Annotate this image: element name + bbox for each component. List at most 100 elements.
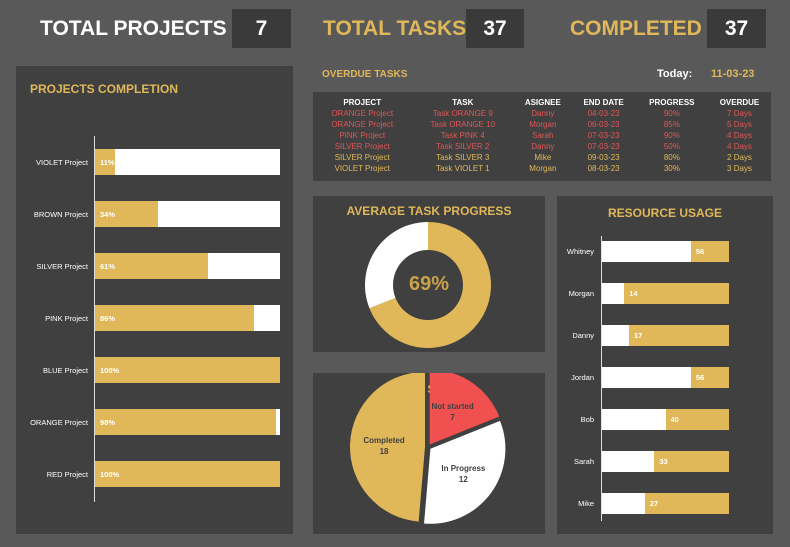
avg-progress-title: AVERAGE TASK PROGRESS [346,204,512,218]
table-cell: Task SILVER 3 [436,153,490,162]
project-bar-track: 34% [95,201,280,227]
table-cell: 04-03-23 [587,109,620,118]
table-cell: 4 Days [727,131,752,140]
resource-bar-track: 27 [602,493,729,514]
project-bar-label: 86% [100,314,116,323]
column-header: END DATE [583,98,624,107]
pie-slice-label: In Progress 12 [428,463,498,485]
table-cell: ORANGE Project [331,120,394,129]
project-bar [95,357,280,383]
table-cell: 30% [663,164,680,173]
table-cell: Task SILVER 2 [436,142,490,151]
today-label: Today: [657,68,693,80]
project-label: BLUE Project [42,366,88,375]
table-cell: Task ORANGE 9 [432,109,493,118]
pie-slice [424,420,506,524]
table-cell: PINK Project [339,131,386,140]
project-bar [95,253,208,279]
slice-value: 12 [458,475,468,485]
table-cell: VIOLET Project [334,164,390,173]
project-bar [95,305,255,331]
project-bar-track: 100% [95,461,280,487]
table-cell: 2 Days [727,153,752,162]
table-cell: 07-03-23 [587,131,620,140]
project-bar [95,149,116,175]
project-bar [95,201,158,227]
resource-usage-panel: RESOURCE USAGE Whitney 56 Morgan 14 Danny 17 J… [557,196,773,534]
pie-slice [350,373,426,522]
table-row: PINK Project Task PINK 4 Sarah 07-03-23 90% 4… [313,130,771,141]
table-row: SILVER Project Task SILVER 2 Danny 07-03-23… [313,141,771,152]
table-row: VIOLET Project Task VIOLET 1 Morgan 08-03-2… [313,163,771,174]
resource-label: Whitney [566,247,594,256]
table-cell: 50% [663,142,680,151]
resource-bar-track: 33 [602,451,729,472]
slice-name: Completed [363,436,405,446]
table-cell: Danny [531,142,555,151]
column-header: OVERDUE [719,98,760,107]
column-header: TASK [452,98,474,107]
slice-name: In Progress [441,464,486,474]
project-bar-track: 100% [95,357,280,383]
project-bar-label: 61% [100,262,116,271]
tasks-status-pie [350,373,506,524]
resource-label: Morgan [568,289,594,298]
table-cell: SILVER Project [334,142,390,151]
resource-bar-track: 14 [602,283,729,304]
table-cell: 85% [663,120,680,129]
table-cell: SILVER Project [334,153,390,162]
table-cell: Mike [534,153,552,162]
resource-bar [602,367,691,388]
total-projects-label: TOTAL PROJECTS [40,17,227,40]
table-cell: Task VIOLET 1 [435,164,490,173]
table-row: ORANGE Project Task ORANGE 9 Danny 04-03-23… [313,108,771,119]
resource-bar-track: 56 [602,367,729,388]
project-bar-label: 98% [100,418,116,427]
table-cell: Morgan [529,120,557,129]
resource-label: Jordan [571,373,594,382]
table-cell: 3 Days [727,164,752,173]
pie-slice-label: Completed 18 [349,435,419,457]
donut-hole [393,250,463,320]
table-cell: 07-03-23 [587,142,620,151]
project-bar-track: 11% [95,149,280,175]
table-cell: 09-03-23 [587,153,620,162]
projects-completion-title: PROJECTS COMPLETION [30,82,179,96]
resource-bar-track: 40 [602,409,729,430]
project-bar-label: 34% [100,210,116,219]
today-date: 11-03-23 [711,68,755,80]
pie-slice-label: Not started 7 [418,401,488,423]
column-header: PROGRESS [649,98,695,107]
projects-completion-panel: PROJECTS COMPLETION VIOLET Project 11% BRO… [16,66,293,534]
resource-bar-label: 27 [649,499,659,508]
table-cell: 5 Days [727,120,752,129]
table-cell: Sarah [532,131,554,140]
project-bar-track: 98% [95,409,280,435]
resource-bar [602,493,645,514]
project-label: BROWN Project [33,210,88,219]
project-bar-track: 61% [95,253,280,279]
table-cell: Task PINK 4 [440,131,485,140]
table-cell: 4 Days [727,142,752,151]
table-cell: 80% [663,153,680,162]
resource-usage-title: RESOURCE USAGE [607,206,723,220]
resource-bar [602,325,629,346]
resource-bar [602,409,666,430]
avg-progress-panel: AVERAGE TASK PROGRESS 69% [313,196,545,352]
total-tasks-value: 37 [466,9,524,48]
overdue-table: PROJECT TASK ASIGNEE END DATE PROGRESS OVERDU… [313,92,771,181]
table-cell: 90% [663,109,680,118]
resource-bar-label: 14 [629,289,638,298]
project-bar-label: 100% [100,366,120,375]
resource-bar-label: 56 [695,373,705,382]
axis-line [94,136,95,502]
resource-bar-track: 56 [602,241,729,262]
resource-bar [602,283,625,304]
resource-bar-label: 17 [633,331,643,340]
resource-label: Danny [572,331,594,340]
project-label: SILVER Project [36,262,88,271]
total-tasks-label: TOTAL TASKS [323,17,467,40]
project-bar [95,461,280,487]
resource-bar-track: 17 [602,325,729,346]
table-cell: 08-03-23 [587,164,620,173]
